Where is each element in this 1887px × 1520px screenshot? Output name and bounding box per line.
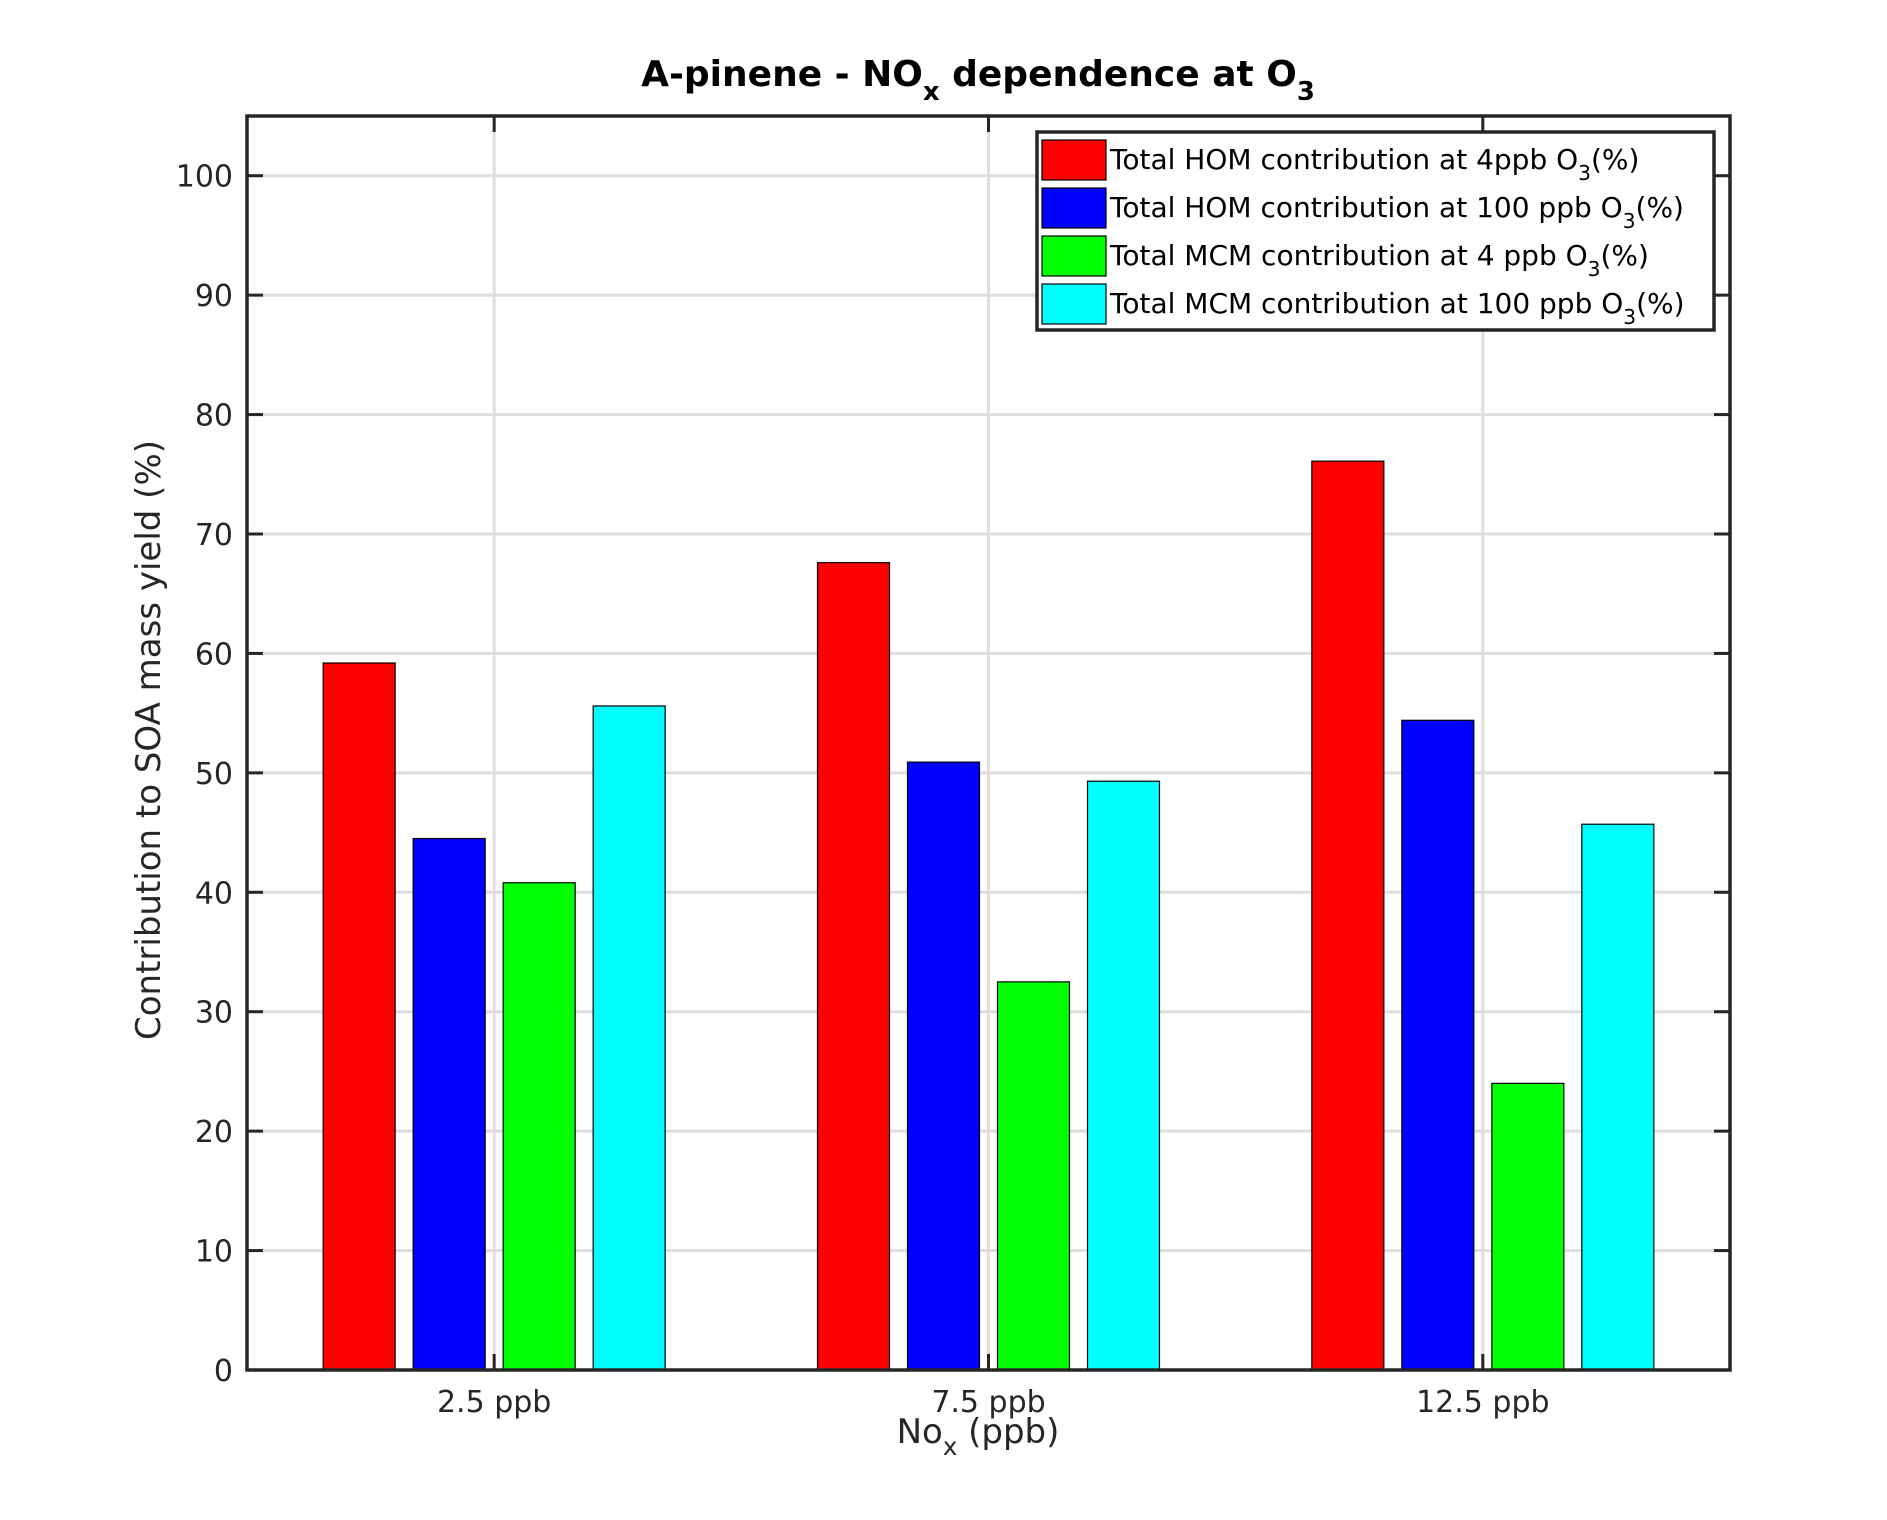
y-tick-label: 30 bbox=[195, 996, 233, 1031]
bar bbox=[1311, 460, 1385, 1371]
chart-title: A-pinene - NOx dependence at O3 bbox=[641, 54, 1315, 107]
legend-swatch bbox=[1041, 139, 1107, 181]
bar bbox=[502, 882, 576, 1371]
axes: 0 10 20 30 40 50 60 70 80 90 100 2.5 ppb 7.5 ppb 12.5… bbox=[176, 114, 1732, 1420]
bar bbox=[906, 761, 981, 1371]
bar bbox=[1491, 1082, 1565, 1371]
bar bbox=[996, 981, 1071, 1371]
legend-entry: Total HOM contribution at 100 ppb O3(%) bbox=[1109, 191, 1684, 233]
bar bbox=[1401, 719, 1475, 1371]
bar bbox=[592, 705, 666, 1371]
y-tick-label: 20 bbox=[195, 1115, 233, 1150]
y-tick-label: 0 bbox=[214, 1354, 233, 1389]
legend-entry: Total MCM contribution at 4 ppb O3(%) bbox=[1109, 239, 1649, 281]
x-axis-label: Nox (ppb) bbox=[897, 1412, 1060, 1461]
legend-entry: Total MCM contribution at 100 ppb O3(%) bbox=[1109, 287, 1685, 329]
legend-swatch bbox=[1041, 283, 1107, 325]
bar bbox=[412, 837, 486, 1371]
legend-entry: Total HOM contribution at 4ppb O3(%) bbox=[1109, 143, 1639, 185]
legend-box bbox=[1035, 130, 1716, 332]
bar bbox=[322, 662, 396, 1371]
legend: Total HOM contribution at 4ppb O3(%) Tota… bbox=[1035, 130, 1716, 332]
x-tick-label: 2.5 ppb bbox=[437, 1385, 551, 1420]
x-tick-label: 7.5 ppb bbox=[931, 1385, 1045, 1420]
y-tick-label: 40 bbox=[195, 876, 233, 911]
y-tick-label: 90 bbox=[195, 279, 233, 314]
bar bbox=[1581, 823, 1655, 1371]
bar bbox=[1086, 780, 1161, 1371]
bars bbox=[322, 460, 1655, 1371]
legend-swatch bbox=[1041, 187, 1107, 229]
y-tick-label: 80 bbox=[195, 399, 233, 434]
y-tick-label: 10 bbox=[195, 1235, 233, 1270]
legend-swatch bbox=[1041, 235, 1107, 277]
y-axis-label: Contribution to SOA mass yield (%) bbox=[129, 440, 169, 1040]
x-tick-label: 12.5 ppb bbox=[1416, 1385, 1549, 1420]
plot-frame bbox=[245, 114, 1732, 1372]
y-tick-label: 70 bbox=[195, 518, 233, 553]
y-tick-label: 100 bbox=[176, 160, 233, 195]
y-tick-label: 60 bbox=[195, 637, 233, 672]
y-tick-label: 50 bbox=[195, 757, 233, 792]
bar bbox=[816, 562, 891, 1371]
